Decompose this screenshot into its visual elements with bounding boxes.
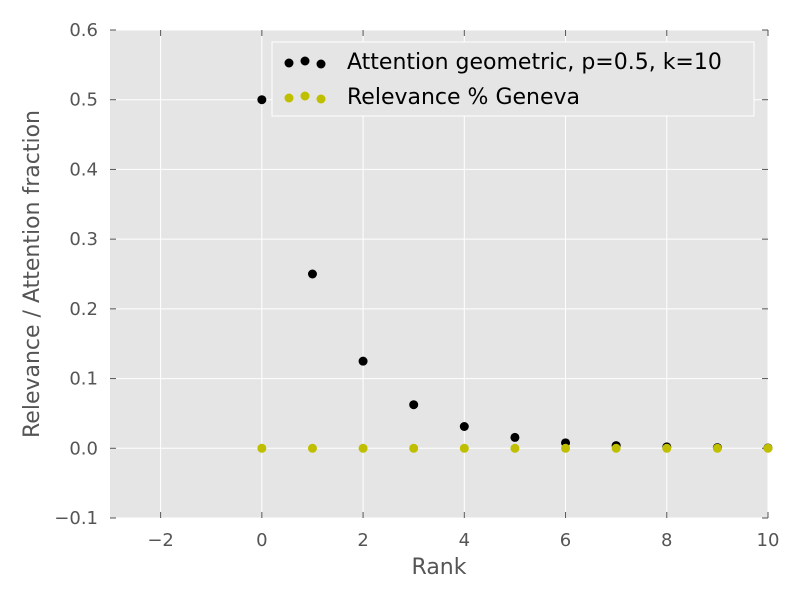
legend-marker-series-1	[316, 94, 326, 104]
y-tick-label: 0.1	[69, 369, 98, 390]
legend-marker-series-0	[316, 59, 326, 69]
legend-marker-series-0	[284, 58, 294, 68]
data-point-series-1	[662, 443, 672, 453]
data-point-series-1	[459, 443, 469, 453]
data-point-series-0	[358, 356, 368, 366]
legend-marker-series-1	[284, 93, 294, 103]
y-tick-label: 0.3	[69, 229, 98, 250]
x-axis-label: Rank	[412, 555, 467, 580]
data-point-series-0	[257, 95, 267, 105]
data-point-series-0	[459, 422, 469, 431]
legend-label-series-0: Attention geometric, p=0.5, k=10	[347, 50, 722, 75]
data-point-series-1	[358, 443, 368, 453]
y-tick-label: 0.0	[69, 438, 98, 459]
data-point-series-1	[763, 443, 773, 453]
data-point-series-0	[510, 432, 520, 442]
x-tick-label: 8	[661, 530, 672, 551]
y-tick-label: 0.6	[69, 20, 98, 41]
legend-label-series-1: Relevance % Geneva	[347, 85, 580, 110]
data-point-series-0	[409, 400, 419, 410]
data-point-series-1	[307, 443, 317, 453]
data-points	[257, 95, 773, 453]
y-tick-label: 0.2	[69, 299, 98, 320]
x-tick-label: −2	[147, 530, 174, 551]
y-tick-labels: −0.1 0.0 0.1 0.2 0.3 0.4 0.5 0.6	[54, 20, 98, 529]
x-tick-label: 4	[459, 530, 470, 551]
data-point-series-0	[307, 269, 317, 279]
x-tick-label: 6	[560, 530, 571, 551]
x-tick-label: 10	[757, 530, 780, 551]
tick-marks	[110, 29, 769, 519]
legend-box	[271, 41, 755, 117]
data-point-series-1	[712, 443, 722, 453]
y-tick-label: 0.5	[69, 90, 98, 111]
data-point-series-1	[561, 443, 571, 453]
data-point-series-1	[611, 443, 621, 453]
x-tick-label: 2	[357, 530, 368, 551]
data-point-series-1	[510, 443, 520, 453]
x-tick-label: 0	[256, 530, 267, 551]
x-tick-labels: −2 0 2 4 6 8 10	[147, 530, 779, 551]
y-tick-label: 0.4	[69, 159, 98, 180]
legend: Attention geometric, p=0.5, k=10 Relevan…	[271, 41, 755, 117]
y-tick-label: −0.1	[54, 508, 98, 529]
y-axis-label: Relevance / Attention fraction	[20, 110, 45, 438]
legend-marker-series-1	[300, 91, 310, 101]
data-point-series-1	[257, 443, 267, 453]
data-point-series-1	[409, 443, 419, 453]
legend-marker-series-0	[300, 56, 310, 66]
